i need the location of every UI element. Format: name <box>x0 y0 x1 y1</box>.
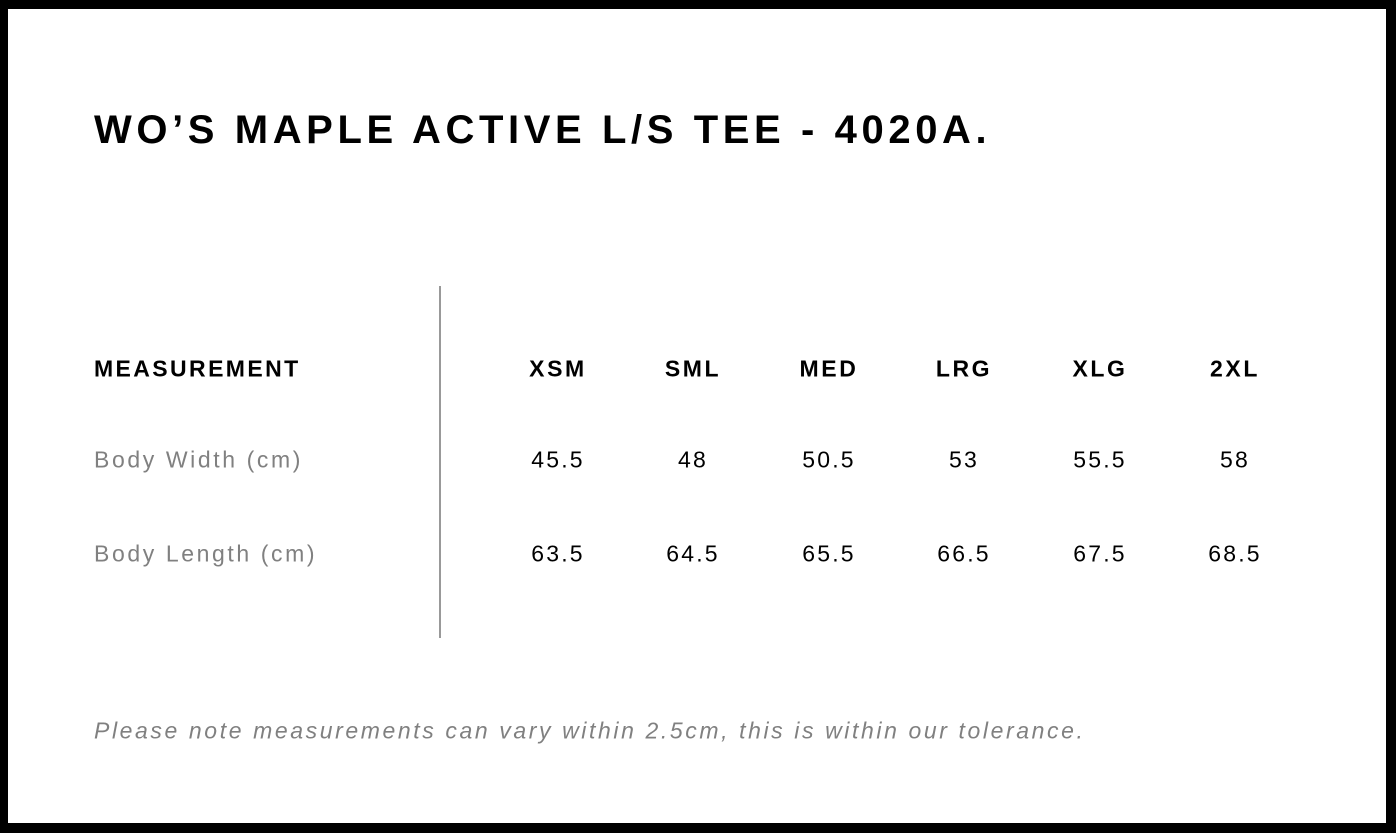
table-cell: 55.5 <box>1073 446 1127 473</box>
size-header-lrg: LRG <box>935 355 993 382</box>
table-cell: 67.5 <box>1073 540 1127 567</box>
measurement-header: MEASUREMENT <box>94 355 301 382</box>
size-header-xsm: XSM <box>529 355 587 382</box>
table-cell: 58 <box>1220 446 1250 473</box>
size-header-xlg: XLG <box>1072 355 1128 382</box>
table-cell: 63.5 <box>531 540 585 567</box>
table-cell: 45.5 <box>531 446 585 473</box>
table-cell: 64.5 <box>666 540 720 567</box>
table-cell: 48 <box>678 446 708 473</box>
size-header-sml: SML <box>664 355 722 382</box>
tolerance-note: Please note measurements can vary within… <box>94 717 1086 744</box>
size-header-2xl: 2XL <box>1210 355 1260 382</box>
table-cell: 53 <box>949 446 979 473</box>
table-cell: 68.5 <box>1208 540 1262 567</box>
page-title: WO’S MAPLE ACTIVE L/S TEE - 4020A. <box>94 108 992 152</box>
table-cell: 65.5 <box>802 540 856 567</box>
column-divider <box>439 286 441 638</box>
row-label-body-length: Body Length (cm) <box>94 540 318 567</box>
size-header-med: MED <box>799 355 859 382</box>
table-cell: 50.5 <box>802 446 856 473</box>
row-label-body-width: Body Width (cm) <box>94 446 303 473</box>
table-cell: 66.5 <box>937 540 991 567</box>
